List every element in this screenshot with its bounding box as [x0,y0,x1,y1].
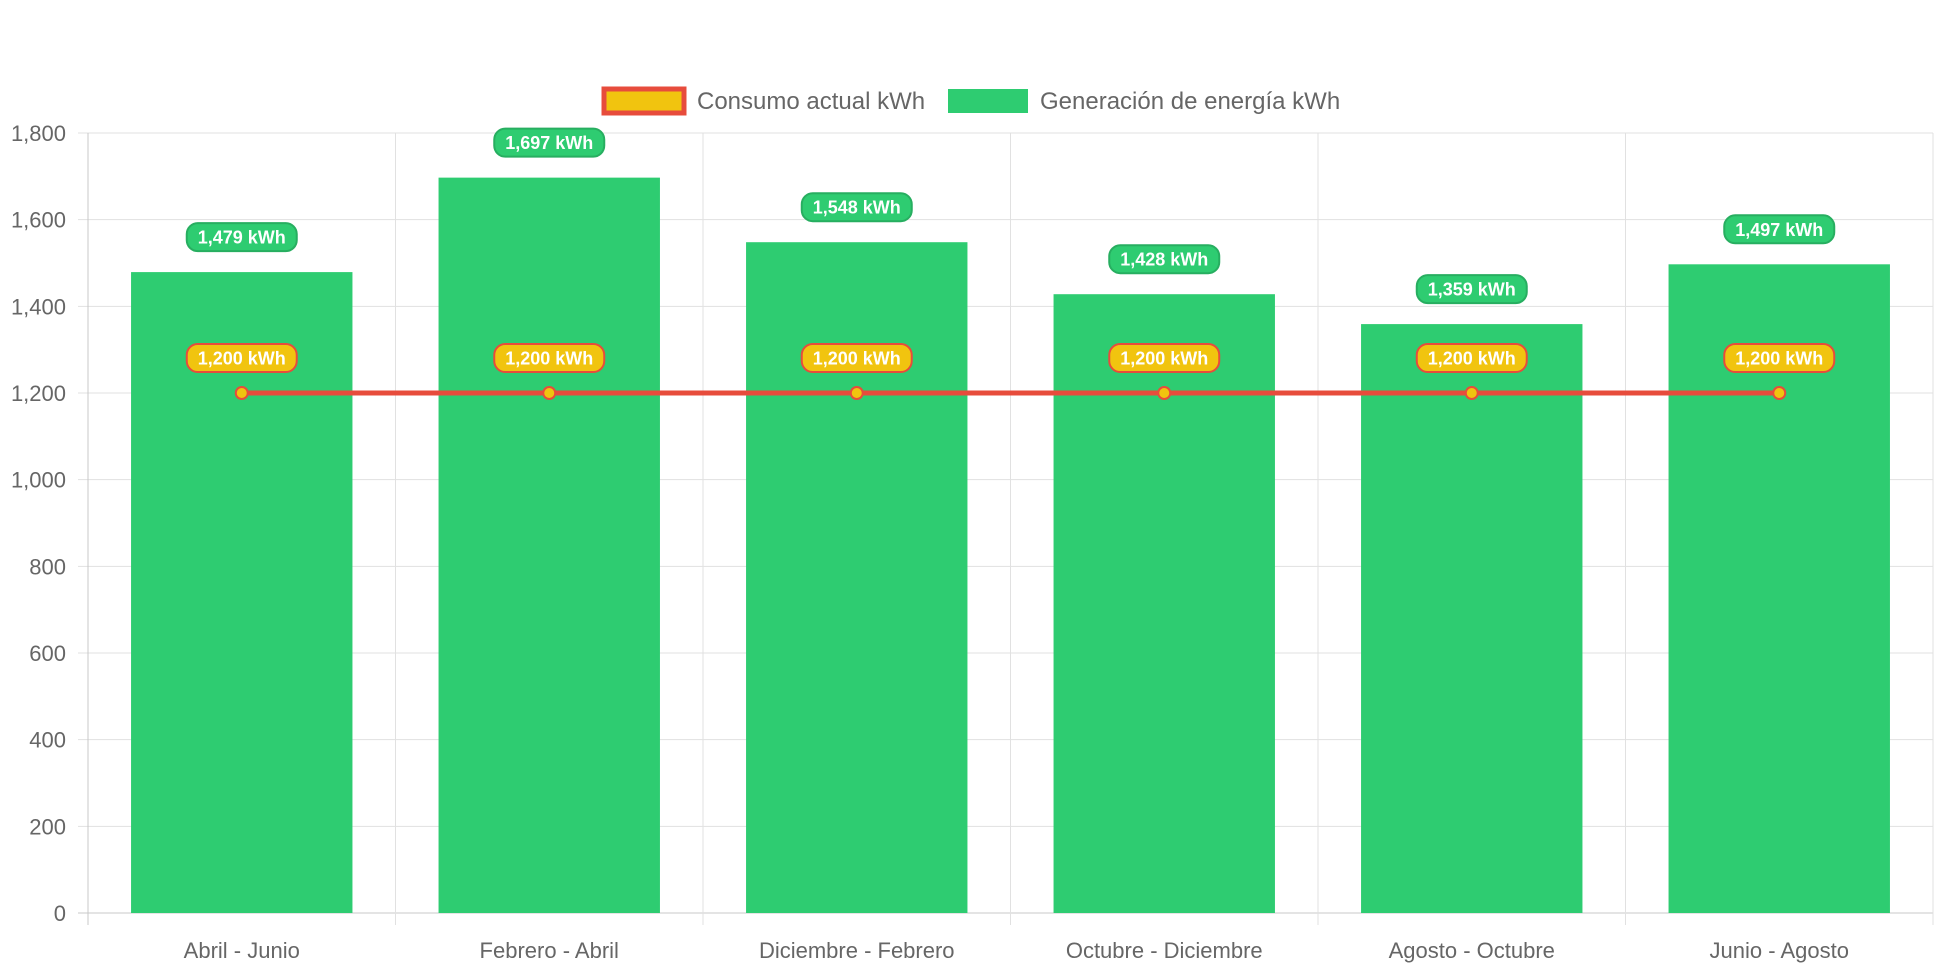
data-label: 1,200 kWh [813,349,901,369]
data-label-badge [1723,343,1836,373]
legend-label-consumo: Consumo actual kWh [697,88,925,115]
data-label-badge [800,192,913,223]
data-label-badge [800,343,913,373]
data-label-badge [185,343,298,373]
y-tick-label: 1,600 [11,208,66,233]
data-label-badge [1723,214,1836,245]
y-tick-label: 600 [29,641,66,666]
x-tick-label: Junio - Agosto [1710,938,1849,963]
y-tick-label: 800 [29,554,66,579]
line-series [234,386,1787,400]
axes: 0 200 400 600 800 1,000 1,200 1,400 1,600 1,800 Ab… [11,121,1849,963]
bar [438,177,660,914]
data-label-badge [1415,274,1528,305]
y-tick-label: 1,400 [11,294,66,319]
grid [78,132,1934,925]
line-point [849,386,864,400]
line-point [234,386,249,400]
legend[interactable]: Consumo actual kWh Generación de energía … [601,86,1340,116]
data-label-badge [493,343,606,373]
data-label-badge [185,222,298,253]
data-label: 1,479 kWh [198,228,286,248]
x-tick-label: Agosto - Octubre [1389,938,1555,963]
line-point [1772,386,1787,400]
data-label: 1,200 kWh [1735,349,1823,369]
data-label: 1,200 kWh [198,349,286,369]
data-label: 1,428 kWh [1120,250,1208,270]
legend-label-generacion: Generación de energía kWh [1040,88,1340,115]
y-tick-label: 400 [29,728,66,753]
legend-swatch-consumo [601,86,687,116]
x-tick-label: Abril - Junio [184,938,300,963]
y-tick-label: 200 [29,814,66,839]
bar [1361,324,1583,914]
x-tick-label: Diciembre - Febrero [759,938,955,963]
data-label: 1,548 kWh [813,198,901,218]
legend-swatch-generacion [948,89,1028,113]
data-labels: 1,479 kWh 1,697 kWh 1,548 kWh 1,428 kWh 1,35… [185,127,1836,373]
line-point [1157,386,1172,400]
data-label: 1,359 kWh [1428,280,1516,300]
y-tick-label: 1,200 [11,381,66,406]
line-point [1464,386,1479,400]
data-label: 1,200 kWh [1428,349,1516,369]
bar [746,242,968,913]
bar-series [131,177,1890,914]
y-tick-label: 0 [54,901,66,926]
y-tick-label: 1,000 [11,468,66,493]
bar [131,272,353,914]
x-tick-label: Octubre - Diciembre [1066,938,1263,963]
x-tick-label: Febrero - Abril [480,938,619,963]
data-label: 1,697 kWh [505,133,593,153]
data-label-badge [1415,343,1528,373]
data-label-badge [1108,343,1221,373]
data-label: 1,200 kWh [505,349,593,369]
data-label-badge [493,127,606,158]
data-label-badge [1108,244,1221,275]
line-point [542,386,557,400]
data-label: 1,200 kWh [1120,349,1208,369]
data-label: 1,497 kWh [1735,220,1823,240]
y-tick-label: 1,800 [11,121,66,146]
